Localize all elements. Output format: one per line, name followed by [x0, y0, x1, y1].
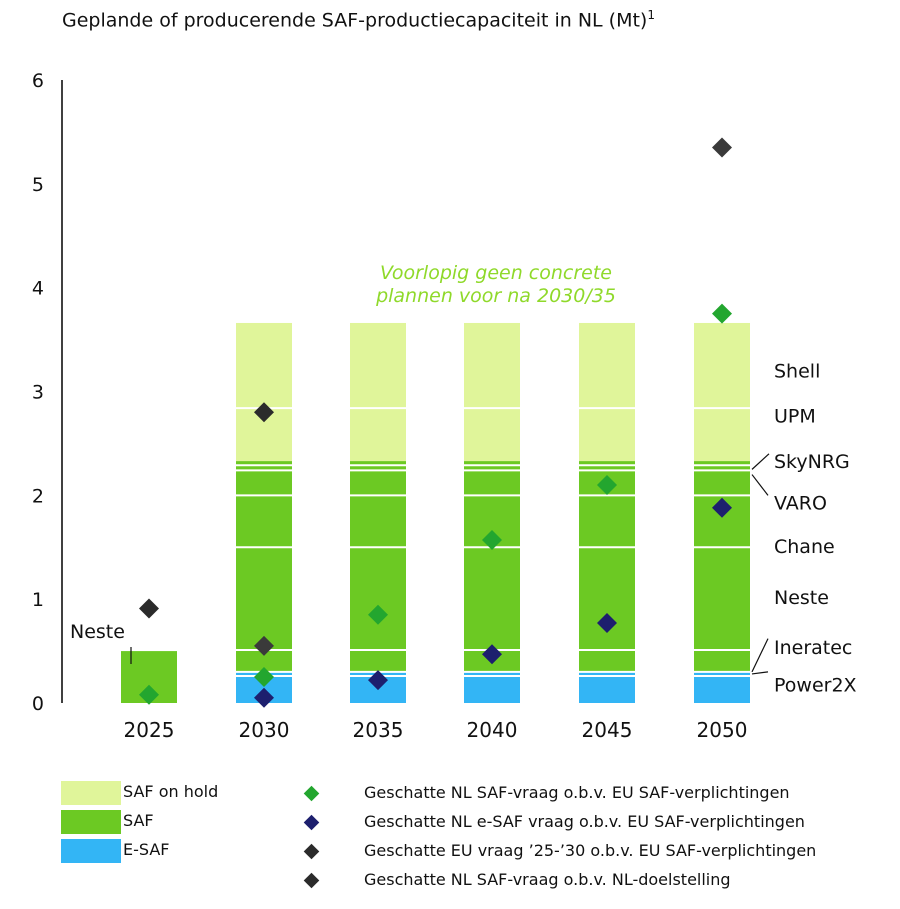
bar-segment-saf — [694, 461, 750, 672]
bar-segment-e-saf — [464, 671, 520, 703]
chart-title: Geplande of producerende SAF-productieca… — [62, 8, 655, 31]
chart-title-text: Geplande of producerende SAF-productieca… — [62, 9, 648, 32]
data-point-diamond — [254, 687, 274, 708]
data-point-diamond — [482, 529, 502, 550]
data-point-diamond — [712, 303, 732, 324]
legend-label: SAF — [123, 811, 154, 830]
annotation-text: plannen voor na 2030/35 — [375, 285, 616, 307]
bar-segment-saf — [464, 461, 520, 672]
bar-segment-saf-on-hold — [579, 322, 635, 462]
company-leader-line — [751, 638, 769, 673]
data-point-diamond — [254, 635, 274, 656]
title-footnote: 1 — [647, 8, 655, 22]
data-point-diamond — [712, 137, 732, 158]
data-point-diamond — [597, 613, 617, 634]
y-tick-label: 1 — [32, 589, 44, 611]
data-point-diamond — [139, 684, 159, 705]
data-point-diamond — [139, 598, 159, 619]
y-tick-label: 3 — [32, 382, 44, 404]
y-tick-label: 2 — [32, 485, 44, 507]
legend-swatch — [61, 810, 121, 834]
legend-label: E-SAF — [123, 840, 170, 859]
y-tick-label: 4 — [32, 278, 44, 300]
x-tick-label: 2030 — [239, 718, 290, 742]
legend-label: Geschatte NL e-SAF vraag o.b.v. EU SAF-v… — [364, 812, 805, 831]
x-tick-label: 2025 — [124, 718, 175, 742]
legend-swatch — [61, 839, 121, 863]
legend-label: SAF on hold — [123, 782, 219, 801]
bar-segment-e-saf — [579, 671, 635, 703]
company-leader-line — [751, 474, 769, 496]
legend-label: Geschatte EU vraag ’25-’30 o.b.v. EU SAF… — [364, 841, 817, 860]
company-label: Power2X — [774, 674, 857, 696]
y-tick-label: 0 — [32, 693, 44, 715]
x-tick-label: 2035 — [353, 718, 404, 742]
data-point-diamond — [368, 670, 388, 691]
x-tick-label: 2040 — [467, 718, 518, 742]
company-label: Shell — [774, 361, 820, 383]
company-label: VARO — [774, 493, 827, 515]
y-tick-label: 6 — [32, 70, 44, 92]
company-label: Chane — [774, 536, 835, 558]
data-point-diamond — [254, 667, 274, 688]
legend-swatch — [61, 781, 121, 805]
bar-segment-saf-on-hold — [350, 322, 406, 462]
data-point-diamond — [597, 474, 617, 495]
company-leader-line — [751, 671, 769, 675]
company-label: SkyNRG — [774, 451, 850, 473]
y-tick-label: 5 — [32, 174, 44, 196]
data-point-diamond — [482, 644, 502, 665]
company-label: Neste — [774, 587, 829, 609]
data-point-diamond — [712, 497, 732, 518]
bar-segment-saf — [350, 461, 406, 672]
annotation-text: Voorlopig geen concrete — [380, 262, 612, 284]
company-leader-line — [751, 453, 770, 470]
bar-segment-saf-on-hold — [464, 322, 520, 462]
bar-segment-e-saf — [694, 671, 750, 703]
data-point-diamond — [368, 604, 388, 625]
legend-label: Geschatte NL SAF-vraag o.b.v. EU SAF-ver… — [364, 783, 790, 802]
bar-segment-saf-on-hold — [694, 322, 750, 462]
legend-label: Geschatte NL SAF-vraag o.b.v. NL-doelste… — [364, 870, 731, 889]
company-label: Ineratec — [774, 637, 852, 659]
bar-segment-saf-on-hold — [236, 322, 292, 462]
data-point-diamond — [254, 402, 274, 423]
annotation-neste-2025: Neste — [70, 621, 125, 643]
x-tick-label: 2045 — [582, 718, 633, 742]
x-tick-label: 2050 — [697, 718, 748, 742]
company-label: UPM — [774, 405, 816, 427]
